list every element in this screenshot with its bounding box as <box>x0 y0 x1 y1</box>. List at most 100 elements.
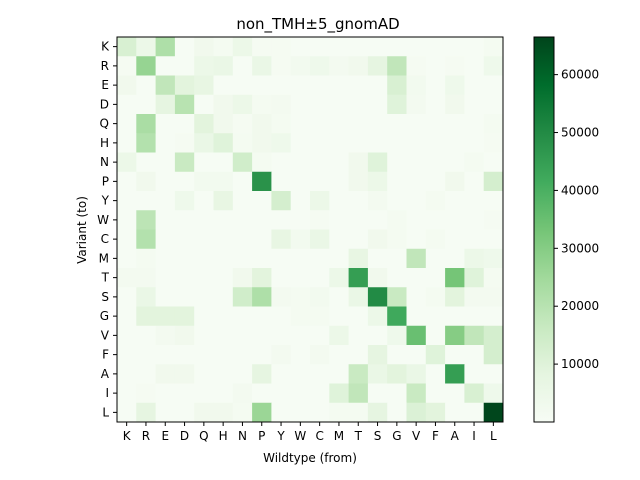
heatmap-cell-A-I <box>464 364 485 384</box>
heatmap-cell-L-F <box>425 402 446 423</box>
heatmap-cell-S-D <box>174 287 195 307</box>
y-tick-label: G <box>100 309 109 323</box>
heatmap-cell-T-I <box>464 268 485 288</box>
heatmap-cell-F-Y <box>271 345 292 365</box>
heatmap-cell-D-Y <box>271 94 292 115</box>
x-tick-label: S <box>374 429 382 443</box>
heatmap-cell-W-W <box>290 210 311 230</box>
heatmap-cell-Q-E <box>155 114 176 134</box>
heatmap-cell-S-N <box>232 287 253 307</box>
heatmap-cell-E-A <box>445 75 465 96</box>
heatmap-cell-H-T <box>348 133 369 153</box>
heatmap-cell-Q-A <box>445 114 465 134</box>
colorbar-tick-label: 60000 <box>561 68 599 82</box>
heatmap-cell-W-H <box>213 210 234 230</box>
heatmap-cell-M-N <box>232 248 253 269</box>
heatmap-cell-Y-Y <box>271 191 292 211</box>
heatmap-cell-N-Q <box>194 152 214 173</box>
heatmap-cell-A-M <box>329 364 349 384</box>
heatmap-cell-K-H <box>213 37 234 57</box>
heatmap-cell-L-V <box>406 402 427 423</box>
heatmap-cell-Y-D <box>174 191 195 211</box>
heatmap-cell-P-G <box>387 171 407 192</box>
heatmap-cell-Y-I <box>464 191 485 211</box>
heatmap-cell-L-C <box>310 402 330 423</box>
heatmap-cell-Y-T <box>348 191 369 211</box>
x-tick-label: R <box>142 429 150 443</box>
heatmap-cell-M-F <box>425 248 446 269</box>
heatmap-cell-C-R <box>136 229 156 250</box>
heatmap-cell-P-S <box>367 171 388 192</box>
heatmap-cell-M-C <box>310 248 330 269</box>
heatmap-cell-T-H <box>213 268 234 288</box>
heatmap-cell-N-E <box>155 152 176 173</box>
y-tick-label: L <box>102 405 109 419</box>
heatmap-cell-M-R <box>136 248 156 269</box>
heatmap-cell-C-Y <box>271 229 292 250</box>
heatmap-cell-S-Q <box>194 287 214 307</box>
heatmap-cell-S-Y <box>271 287 292 307</box>
heatmap-cell-N-G <box>387 152 407 173</box>
heatmap-cell-Y-W <box>290 191 311 211</box>
heatmap-cell-A-W <box>290 364 311 384</box>
heatmap-cell-L-W <box>290 402 311 423</box>
heatmap-cell-V-Q <box>194 325 214 346</box>
heatmap-cell-I-F <box>425 383 446 404</box>
heatmap-cell-C-D <box>174 229 195 250</box>
heatmap-cell-R-T <box>348 56 369 76</box>
heatmap-cell-D-W <box>290 94 311 115</box>
heatmap-cell-A-K <box>117 364 137 384</box>
heatmap-cell-D-N <box>232 94 253 115</box>
heatmap-cell-L-M <box>329 402 349 423</box>
heatmap-cell-I-K <box>117 383 137 404</box>
heatmap-cell-V-Y <box>271 325 292 346</box>
x-tick-label: L <box>490 429 497 443</box>
heatmap-cell-E-G <box>387 75 407 96</box>
heatmap-cell-M-E <box>155 248 176 269</box>
heatmap-cell-T-G <box>387 268 407 288</box>
heatmap-cell-E-E <box>155 75 176 96</box>
heatmap-cell-K-C <box>310 37 330 57</box>
heatmap-cell-Q-L <box>483 114 504 134</box>
heatmap-cell-L-N <box>232 402 253 423</box>
heatmap-cell-D-D <box>174 94 195 115</box>
heatmap-cell-I-L <box>483 383 504 404</box>
heatmap-cell-V-K <box>117 325 137 346</box>
x-tick-label: C <box>315 429 323 443</box>
heatmap-cell-Y-F <box>425 191 446 211</box>
heatmap-cell-V-N <box>232 325 253 346</box>
heatmap-cell-P-V <box>406 171 427 192</box>
heatmap-cell-N-H <box>213 152 234 173</box>
heatmap-cell-N-V <box>406 152 427 173</box>
heatmap-cell-P-T <box>348 171 369 192</box>
heatmap-cell-H-G <box>387 133 407 153</box>
heatmap-cell-T-F <box>425 268 446 288</box>
heatmap-cell-S-H <box>213 287 234 307</box>
heatmap-cell-M-Y <box>271 248 292 269</box>
heatmap-cell-K-D <box>174 37 195 57</box>
heatmap-cell-W-S <box>367 210 388 230</box>
heatmap-cell-S-G <box>387 287 407 307</box>
heatmap-cell-I-W <box>290 383 311 404</box>
heatmap-cell-S-P <box>252 287 272 307</box>
heatmap-cell-C-K <box>117 229 137 250</box>
heatmap-cell-H-W <box>290 133 311 153</box>
heatmap-cell-S-M <box>329 287 349 307</box>
heatmap-cell-N-M <box>329 152 349 173</box>
heatmap-cell-L-A <box>445 402 465 423</box>
heatmap-cell-H-S <box>367 133 388 153</box>
heatmap-cell-H-F <box>425 133 446 153</box>
heatmap-cell-F-W <box>290 345 311 365</box>
heatmap-cell-I-S <box>367 383 388 404</box>
heatmap-cell-F-S <box>367 345 388 365</box>
heatmap-cell-F-T <box>348 345 369 365</box>
heatmap-cell-K-I <box>464 37 485 57</box>
heatmap-cell-Y-C <box>310 191 330 211</box>
heatmap-cell-T-N <box>232 268 253 288</box>
heatmap-cell-E-N <box>232 75 253 96</box>
heatmap-cell-E-Q <box>194 75 214 96</box>
heatmap-cell-I-Q <box>194 383 214 404</box>
heatmap-cell-R-W <box>290 56 311 76</box>
heatmap-cell-Q-T <box>348 114 369 134</box>
heatmap-cell-G-K <box>117 306 137 327</box>
